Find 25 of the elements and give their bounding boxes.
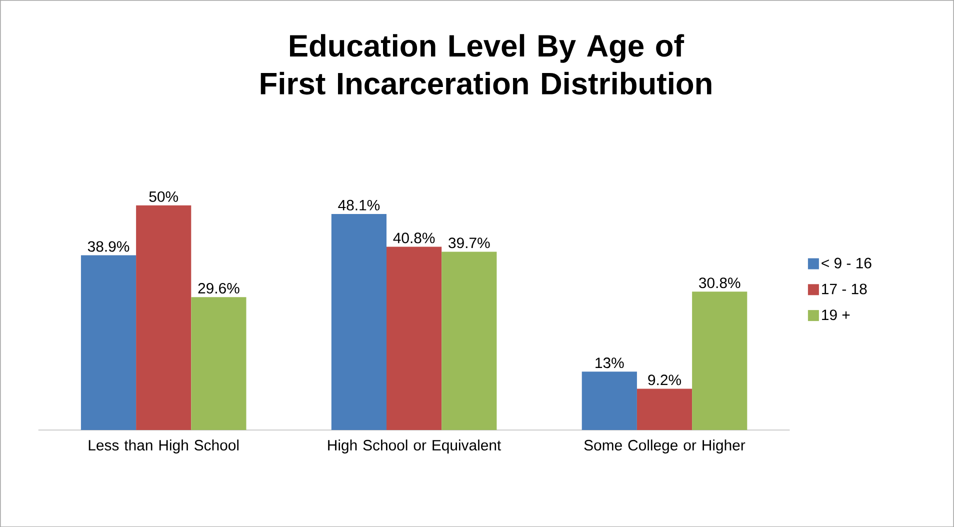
bar — [331, 214, 387, 430]
data-label: 9.2% — [648, 374, 681, 386]
bar — [582, 371, 637, 430]
data-label: 30.8% — [699, 277, 740, 288]
bar — [136, 205, 192, 430]
data-label: 48.1% — [338, 200, 380, 210]
x-tick-label: Some College or Higher — [584, 439, 746, 454]
data-label: 38.9% — [88, 241, 130, 252]
bar — [636, 388, 692, 430]
legend-label: 17 - 18 — [822, 284, 867, 294]
bar — [386, 246, 442, 430]
data-label: 29.6% — [198, 282, 240, 294]
chart-title: Education Level By Age of First Incarceration Distribution — [260, 34, 712, 94]
x-tick-label: High School or Equivalent — [328, 439, 502, 454]
bar — [442, 252, 497, 430]
bar — [80, 255, 136, 430]
bar — [692, 292, 748, 430]
legend-label: 19 + — [822, 309, 850, 320]
data-label: 13% — [596, 357, 624, 368]
data-label: 40.8% — [393, 232, 435, 244]
bar — [191, 296, 246, 430]
data-label: 50% — [149, 191, 178, 202]
x-tick-label: Less than High School — [88, 439, 239, 454]
legend-label: < 9 - 16 — [822, 258, 872, 268]
data-label: 39.7% — [448, 237, 490, 248]
